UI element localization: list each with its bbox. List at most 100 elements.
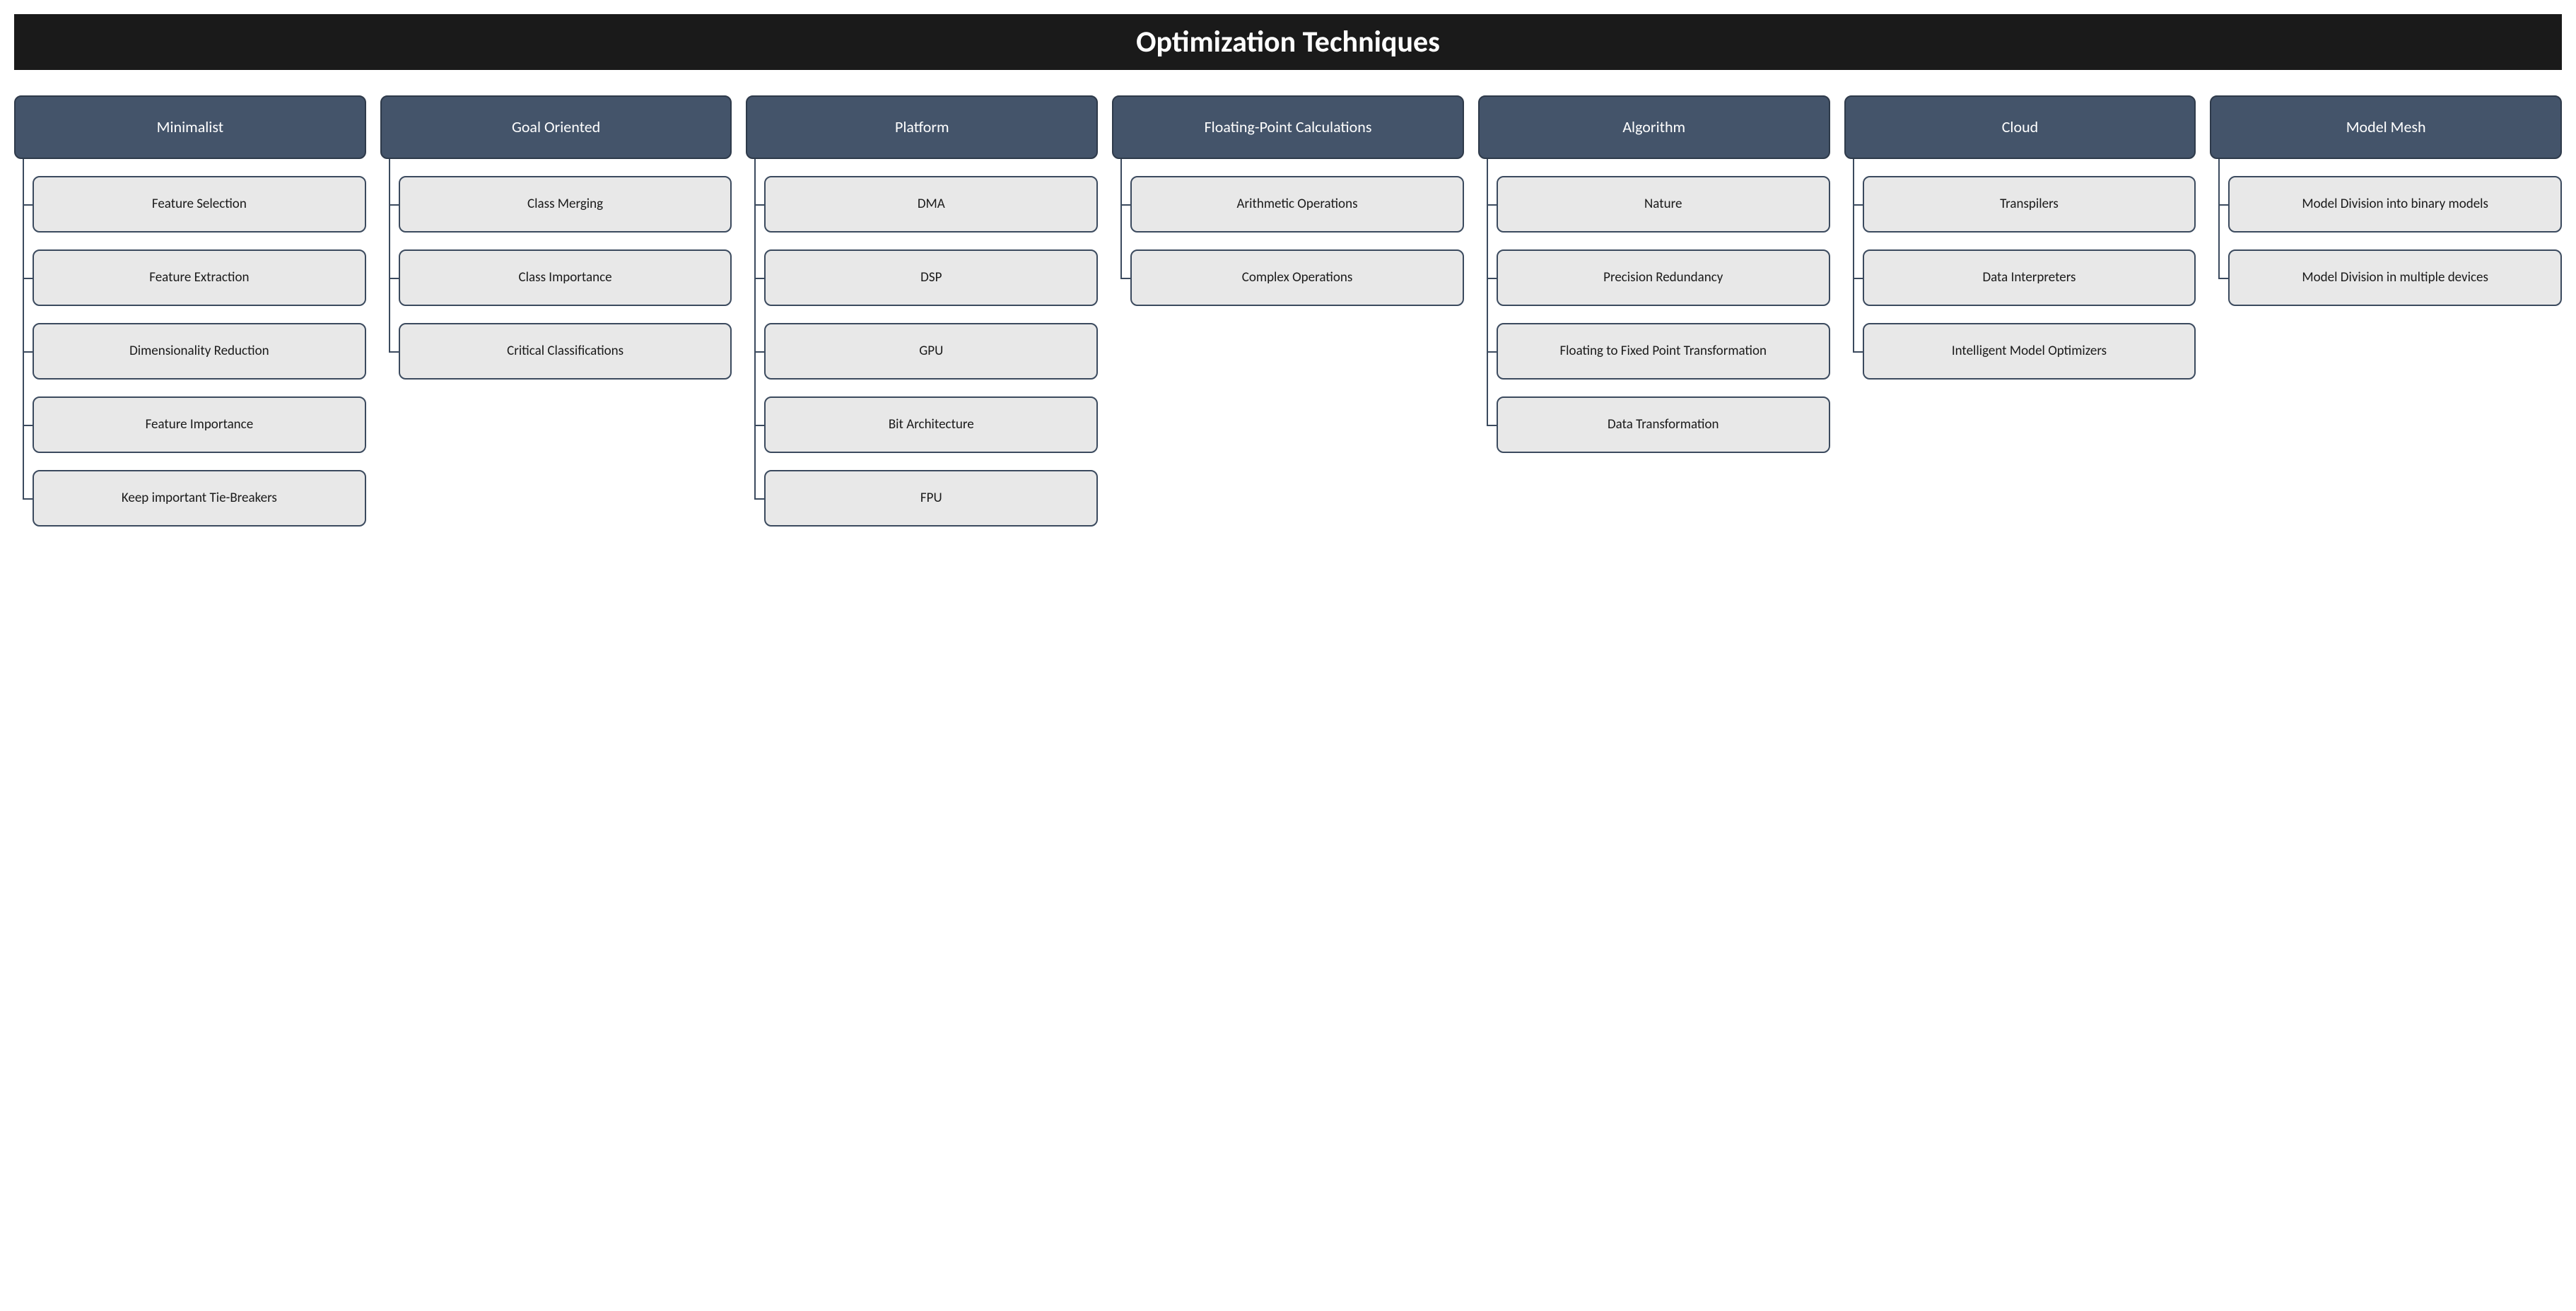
child-box: Floating to Fixed Point Transformation (1497, 323, 1830, 380)
child-box: Nature (1497, 176, 1830, 233)
child-item: Data Interpreters (1863, 233, 2196, 306)
child-box: Feature Importance (33, 396, 366, 453)
category-box: Model Mesh (2210, 95, 2562, 159)
child-box: Class Merging (399, 176, 732, 233)
category-column: Model Mesh Model Division into binary mod… (2210, 95, 2562, 306)
category-label: Algorithm (1622, 117, 1685, 137)
page-title: Optimization Techniques (1136, 24, 1440, 60)
child-label: Critical Classifications (507, 343, 623, 360)
category-column: Platform DMA DSP GPU Bit Architecture FPU (746, 95, 1098, 527)
child-label: Arithmetic Operations (1237, 196, 1358, 213)
child-box: Critical Classifications (399, 323, 732, 380)
child-item: Dimensionality Reduction (33, 306, 366, 380)
child-box: Model Division in multiple devices (2228, 249, 2562, 306)
child-label: DMA (918, 196, 945, 213)
child-box: Feature Extraction (33, 249, 366, 306)
child-item: Class Importance (399, 233, 732, 306)
child-item: Class Merging (399, 159, 732, 233)
child-label: Dimensionality Reduction (129, 343, 269, 360)
category-box: Floating-Point Calculations (1112, 95, 1464, 159)
category-box: Platform (746, 95, 1098, 159)
child-label: Model Division into binary models (2302, 196, 2488, 213)
child-item: Model Division into binary models (2228, 159, 2562, 233)
child-box: Feature Selection (33, 176, 366, 233)
category-children: Feature Selection Feature Extraction Dimen… (14, 159, 366, 527)
child-box: DSP (764, 249, 1098, 306)
child-label: DSP (920, 270, 942, 286)
child-item: FPU (764, 453, 1098, 527)
child-item: DMA (764, 159, 1098, 233)
child-box: Data Interpreters (1863, 249, 2196, 306)
category-children: Nature Precision Redundancy Floating to Fi… (1478, 159, 1830, 453)
child-box: Model Division into binary models (2228, 176, 2562, 233)
category-label: Cloud (2002, 117, 2039, 137)
child-box: Intelligent Model Optimizers (1863, 323, 2196, 380)
category-box: Goal Oriented (380, 95, 732, 159)
child-item: Keep important Tie-Breakers (33, 453, 366, 527)
child-label: GPU (919, 343, 943, 360)
child-label: Precision Redundancy (1603, 270, 1723, 286)
category-box: Cloud (1844, 95, 2196, 159)
category-label: Model Mesh (2346, 117, 2426, 137)
child-box: Bit Architecture (764, 396, 1098, 453)
category-children: Arithmetic Operations Complex Operations (1112, 159, 1464, 306)
child-label: FPU (920, 490, 942, 507)
child-item: Transpilers (1863, 159, 2196, 233)
category-column: Cloud Transpilers Data Interpreters Intelli… (1844, 95, 2196, 380)
child-item: DSP (764, 233, 1098, 306)
category-label: Platform (895, 117, 949, 137)
child-box: GPU (764, 323, 1098, 380)
child-item: Arithmetic Operations (1130, 159, 1464, 233)
child-box: Class Importance (399, 249, 732, 306)
child-label: Feature Importance (146, 417, 254, 433)
child-label: Data Interpreters (1982, 270, 2076, 286)
category-column: Goal Oriented Class Merging Class Importan… (380, 95, 732, 380)
category-label: Floating-Point Calculations (1205, 117, 1372, 137)
category-children: Class Merging Class Importance Critical Cl… (380, 159, 732, 380)
child-label: Data Transformation (1608, 417, 1719, 433)
child-item: Model Division in multiple devices (2228, 233, 2562, 306)
child-box: Arithmetic Operations (1130, 176, 1464, 233)
child-label: Intelligent Model Optimizers (1952, 343, 2107, 360)
category-box: Algorithm (1478, 95, 1830, 159)
child-item: Bit Architecture (764, 380, 1098, 453)
child-label: Feature Extraction (149, 270, 249, 286)
category-box: Minimalist (14, 95, 366, 159)
category-column: Algorithm Nature Precision Redundancy Float… (1478, 95, 1830, 453)
page-title-bar: Optimization Techniques (14, 14, 2562, 70)
child-label: Keep important Tie-Breakers (122, 490, 277, 507)
category-column: Floating-Point Calculations Arithmetic Op… (1112, 95, 1464, 306)
child-box: DMA (764, 176, 1098, 233)
child-item: Nature (1497, 159, 1830, 233)
child-box: Dimensionality Reduction (33, 323, 366, 380)
category-children: Transpilers Data Interpreters Intelligent … (1844, 159, 2196, 380)
child-label: Complex Operations (1242, 270, 1353, 286)
child-box: Keep important Tie-Breakers (33, 470, 366, 527)
child-box: Complex Operations (1130, 249, 1464, 306)
child-item: Data Transformation (1497, 380, 1830, 453)
child-item: GPU (764, 306, 1098, 380)
child-label: Class Merging (527, 196, 603, 213)
category-label: Goal Oriented (512, 117, 600, 137)
diagram-columns: Minimalist Feature Selection Feature Extra… (14, 95, 2562, 527)
child-item: Feature Extraction (33, 233, 366, 306)
child-item: Floating to Fixed Point Transformation (1497, 306, 1830, 380)
child-label: Transpilers (2000, 196, 2059, 213)
child-label: Bit Architecture (889, 417, 974, 433)
child-item: Feature Selection (33, 159, 366, 233)
category-children: DMA DSP GPU Bit Architecture FPU (746, 159, 1098, 527)
child-label: Floating to Fixed Point Transformation (1559, 343, 1767, 360)
child-item: Feature Importance (33, 380, 366, 453)
child-box: Precision Redundancy (1497, 249, 1830, 306)
child-item: Intelligent Model Optimizers (1863, 306, 2196, 380)
child-label: Class Importance (519, 270, 612, 286)
child-item: Complex Operations (1130, 233, 1464, 306)
child-box: Transpilers (1863, 176, 2196, 233)
child-box: Data Transformation (1497, 396, 1830, 453)
category-children: Model Division into binary models Model D… (2210, 159, 2562, 306)
child-box: FPU (764, 470, 1098, 527)
category-label: Minimalist (157, 117, 223, 137)
child-label: Feature Selection (152, 196, 247, 213)
child-item: Critical Classifications (399, 306, 732, 380)
child-label: Model Division in multiple devices (2302, 270, 2488, 286)
